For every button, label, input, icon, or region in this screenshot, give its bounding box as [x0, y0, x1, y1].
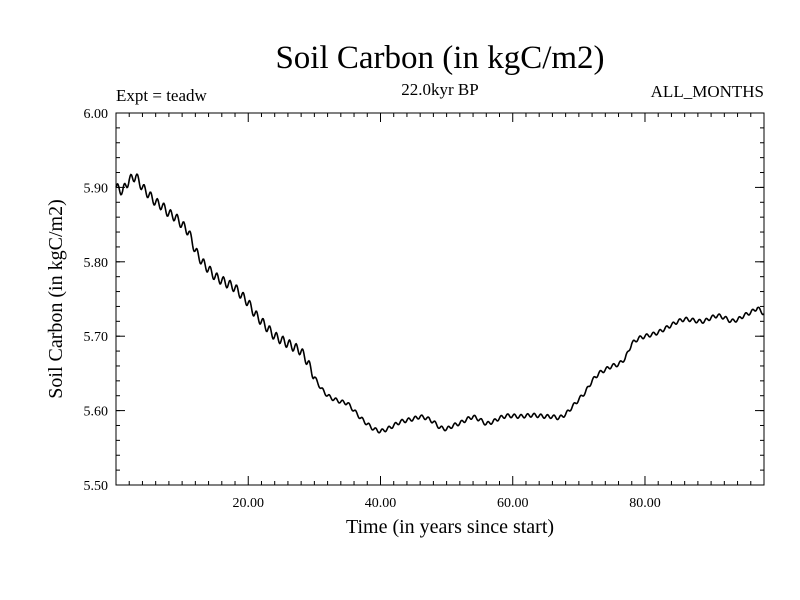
y-axis-label: Soil Carbon (in kgC/m2) — [45, 199, 67, 398]
y-tick-label: 6.00 — [84, 107, 109, 122]
x-tick-label: 40.00 — [365, 496, 397, 511]
y-tick-label: 5.50 — [84, 479, 109, 494]
plot-frame — [115, 112, 765, 486]
y-tick-label: 5.70 — [84, 330, 109, 345]
x-tick-label: 80.00 — [629, 496, 661, 511]
chart-subtitle: 22.0kyr BP — [401, 80, 479, 99]
y-axis: 5.50 5.60 5.70 5.80 5.90 6.00 — [84, 107, 764, 494]
chart-title: Soil Carbon (in kgC/m2) — [275, 40, 605, 76]
series-line — [115, 173, 765, 434]
y-tick-label: 5.60 — [84, 405, 109, 420]
months-label: ALL_MONTHS — [650, 82, 764, 101]
x-tick-label: 60.00 — [497, 496, 529, 511]
experiment-label: Expt = teadw — [116, 86, 207, 105]
y-tick-label: 5.90 — [84, 181, 109, 196]
x-tick-label: 20.00 — [232, 496, 264, 511]
y-tick-label: 5.80 — [84, 256, 109, 271]
x-axis-label: Time (in years since start) — [346, 516, 554, 538]
x-axis: 20.00 40.00 60.00 80.00 — [128, 113, 765, 511]
